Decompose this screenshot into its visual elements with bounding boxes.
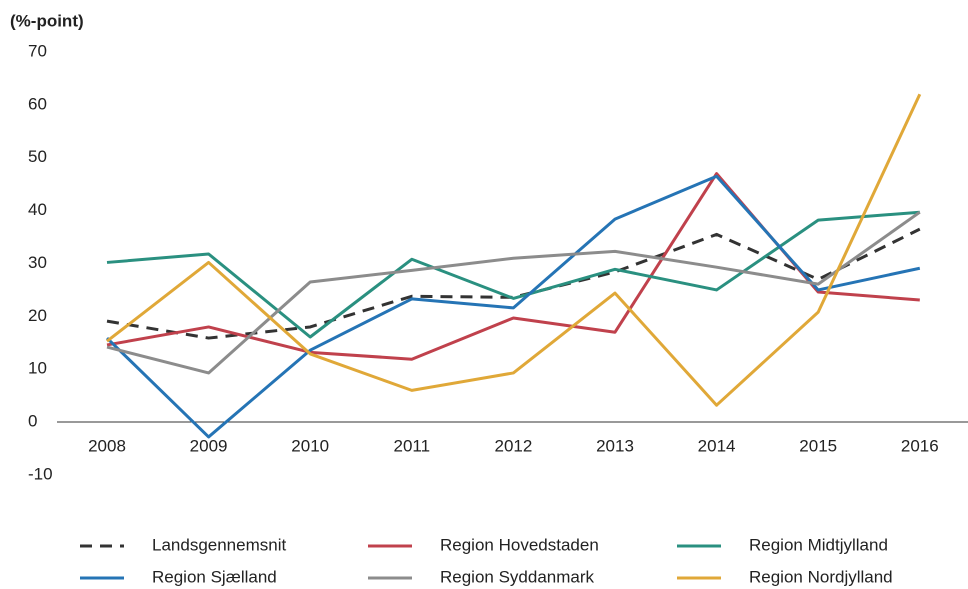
series-line — [106, 210, 920, 339]
legend-label: Region Midtjylland — [749, 535, 888, 554]
y-tick-label: 0 — [28, 412, 37, 431]
y-tick-label: 50 — [28, 147, 47, 166]
x-tick-label: 2011 — [394, 436, 431, 455]
legend-label: Region Hovedstaden — [440, 535, 599, 554]
x-tick-label: 2010 — [291, 436, 329, 455]
y-tick-label: 10 — [28, 359, 47, 378]
legend-label: Region Syddanmark — [440, 567, 595, 586]
y-tick-label: -10 — [28, 464, 53, 483]
series-line — [105, 174, 921, 439]
x-tick-label: 2009 — [190, 436, 228, 455]
series-line — [106, 210, 921, 375]
x-tick-label: 2014 — [698, 436, 736, 455]
x-tick-label: 2013 — [596, 436, 634, 455]
x-tick-label: 2015 — [799, 436, 837, 455]
y-tick-label: 30 — [28, 253, 47, 272]
legend-label: Region Nordjylland — [749, 567, 893, 586]
legend-label: Region Sjælland — [152, 567, 277, 586]
x-tick-label: 2016 — [901, 436, 939, 455]
chart-title: (%-point) — [10, 11, 84, 30]
legend-label: Landsgennemsnit — [152, 535, 286, 554]
y-tick-label: 40 — [28, 200, 47, 219]
series-line — [106, 227, 921, 340]
x-tick-label: 2008 — [88, 436, 126, 455]
y-tick-label: 70 — [28, 41, 47, 60]
series-line — [106, 93, 922, 407]
y-tick-label: 60 — [28, 94, 47, 113]
y-tick-label: 20 — [28, 306, 47, 325]
x-tick-label: 2012 — [494, 436, 532, 455]
